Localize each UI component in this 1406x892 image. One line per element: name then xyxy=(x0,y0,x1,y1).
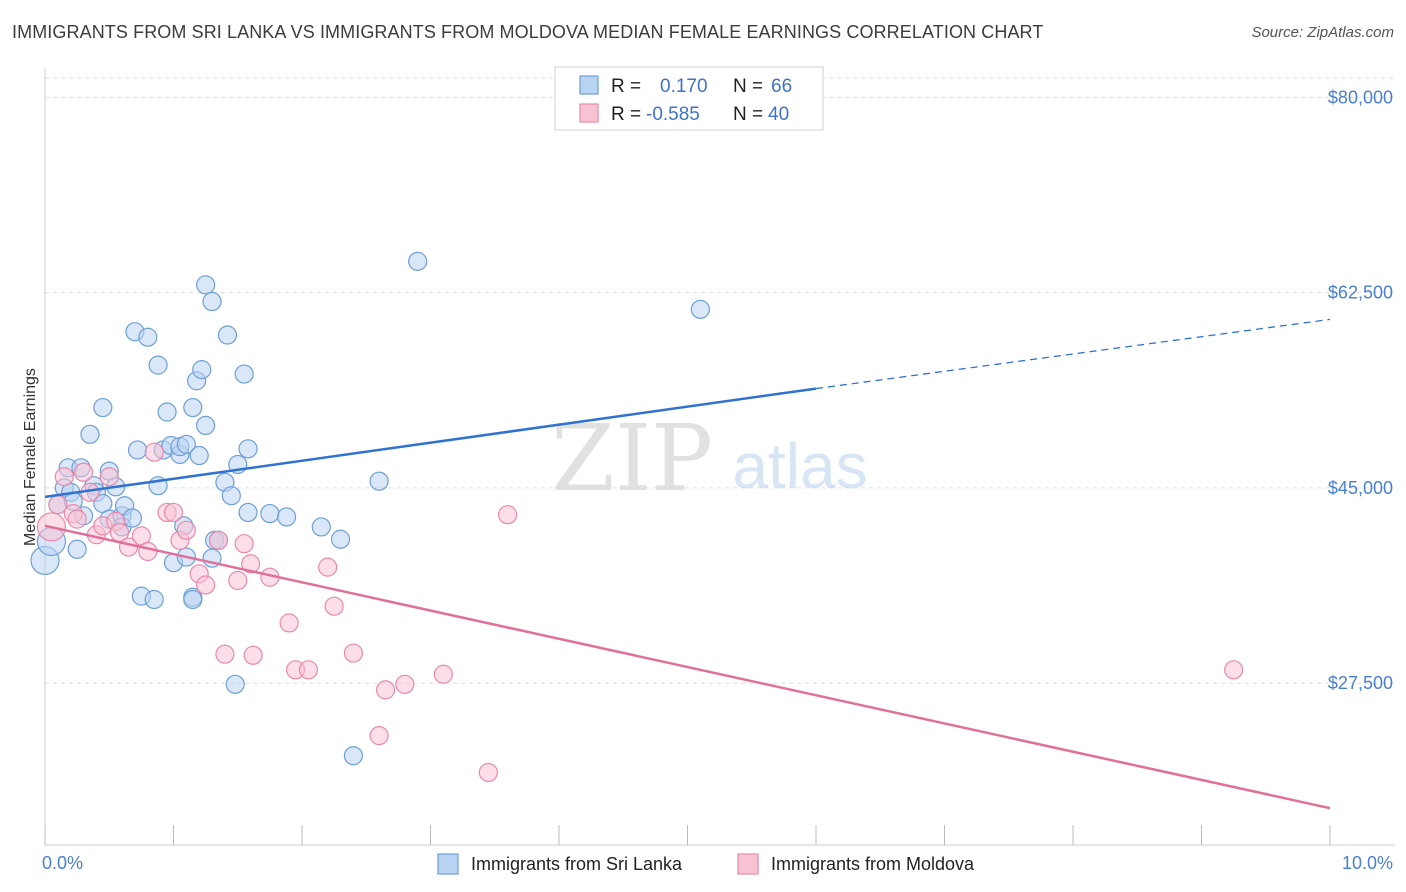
sri-lanka-point-45 xyxy=(196,275,216,295)
y-tick-label-0: $80,000 xyxy=(1328,87,1393,107)
x-tick-labels: 0.0% 10.0% xyxy=(42,853,1393,873)
sri-lanka-point-32 xyxy=(157,402,177,422)
moldova-point-2 xyxy=(54,467,74,487)
legend-swatch-pink xyxy=(579,103,599,123)
moldova-point-14 xyxy=(138,541,158,562)
sri-lanka-point-53 xyxy=(225,674,245,694)
sri-lanka-point-61 xyxy=(330,529,351,549)
bottom-legend-label-sri-lanka: Immigrants from Sri Lanka xyxy=(471,854,683,874)
sri-lanka-point-60 xyxy=(311,517,331,537)
moldova-point-17 xyxy=(163,502,184,523)
sri-lanka-trend-projection xyxy=(815,318,1331,390)
y-tick-labels: $80,000 $62,500 $45,000 $27,500 xyxy=(1328,87,1393,693)
moldova-point-21 xyxy=(196,575,216,595)
moldova-point-41 xyxy=(1224,660,1244,680)
moldova-point-19 xyxy=(176,520,196,540)
moldova-point-23 xyxy=(215,644,235,664)
legend-n-label-1: N = xyxy=(733,76,763,97)
y-tick-label-2: $45,000 xyxy=(1328,478,1393,498)
sri-lanka-point-21 xyxy=(122,508,142,528)
moldova-point-36 xyxy=(375,680,396,700)
legend-n-value-1: 66 xyxy=(771,76,792,97)
moldova-point-39 xyxy=(478,762,498,783)
sri-lanka-point-57 xyxy=(238,439,258,459)
sri-lanka-point-42 xyxy=(192,360,212,380)
sri-lanka-point-65 xyxy=(690,299,710,319)
sri-lanka-trend-line xyxy=(44,387,817,499)
legend-box: R = 0.170 N = 66 R = -0.585 N = 40 xyxy=(554,66,824,131)
bottom-legend-swatch-blue xyxy=(437,853,459,875)
legend-r-value-1: 0.170 xyxy=(660,76,708,97)
y-tick-label-1: $62,500 xyxy=(1328,283,1393,303)
moldova-point-33 xyxy=(324,596,344,616)
moldova-trend-line xyxy=(44,524,1331,810)
moldova-point-5 xyxy=(73,462,94,482)
sri-lanka-point-10 xyxy=(80,424,100,444)
sri-lanka-point-58 xyxy=(260,503,280,524)
sri-lanka-point-39 xyxy=(183,589,203,610)
sri-lanka-point-56 xyxy=(238,502,258,523)
y-axis-label: Median Female Earnings xyxy=(22,368,39,546)
sri-lanka-point-55 xyxy=(234,364,254,384)
legend-n-value-2: 40 xyxy=(768,104,789,125)
moldova-point-34 xyxy=(343,643,363,663)
sri-lanka-point-52 xyxy=(221,486,241,506)
watermark-atlas: atlas xyxy=(732,430,867,502)
sri-lanka-point-12 xyxy=(93,397,113,418)
bottom-legend: Immigrants from Sri Lanka Immigrants fro… xyxy=(437,853,975,875)
sri-lanka-point-41 xyxy=(183,397,203,418)
legend-n-label-2: N = xyxy=(733,104,763,125)
bottom-legend-swatch-pink xyxy=(737,853,759,875)
sri-lanka-point-62 xyxy=(343,746,363,766)
moldova-point-31 xyxy=(298,660,319,680)
moldova-point-9 xyxy=(99,467,119,487)
legend-r-label-2: R = xyxy=(611,104,641,125)
legend-r-value-2: -0.585 xyxy=(646,104,700,125)
sri-lanka-point-46 xyxy=(202,291,222,312)
sri-lanka-point-59 xyxy=(276,507,297,527)
moldova-point-4 xyxy=(67,509,87,529)
trend-lines xyxy=(44,318,1331,810)
sri-lanka-point-24 xyxy=(138,327,158,347)
sri-lanka-point-43 xyxy=(189,445,209,466)
y-tick-label-3: $27,500 xyxy=(1328,673,1393,693)
moldova-point-27 xyxy=(243,645,263,665)
sri-lanka-point-7 xyxy=(67,539,87,559)
moldova-point-37 xyxy=(395,674,415,694)
source-label: Source: ZipAtlas.com xyxy=(1251,24,1394,41)
axes xyxy=(44,68,1395,846)
moldova-point-38 xyxy=(433,664,453,684)
watermark: ZIP atlas xyxy=(551,405,868,512)
x-tick-label-min: 0.0% xyxy=(42,853,83,873)
sri-lanka-point-37 xyxy=(176,434,196,454)
sri-lanka-point-23 xyxy=(127,440,148,460)
legend-swatch-blue xyxy=(579,75,599,95)
bottom-legend-label-moldova: Immigrants from Moldova xyxy=(771,854,975,874)
x-tick-label-max: 10.0% xyxy=(1342,853,1393,873)
moldova-point-24 xyxy=(228,570,248,591)
sri-lanka-point-31 xyxy=(148,355,168,375)
sri-lanka-point-26 xyxy=(144,589,164,610)
sri-lanka-point-64 xyxy=(408,251,428,271)
chart-title: IMMIGRANTS FROM SRI LANKA VS IMMIGRANTS … xyxy=(12,22,1044,42)
moldova-point-26 xyxy=(241,554,261,574)
series-moldova-points xyxy=(36,442,1244,783)
moldova-point-40 xyxy=(498,505,518,525)
moldova-point-25 xyxy=(234,534,254,554)
watermark-zip: ZIP xyxy=(551,405,713,512)
sri-lanka-point-51 xyxy=(217,325,238,345)
moldova-point-32 xyxy=(318,557,338,577)
sri-lanka-point-44 xyxy=(196,415,216,436)
sri-lanka-point-63 xyxy=(369,471,389,491)
moldova-point-29 xyxy=(279,613,299,633)
moldova-point-22 xyxy=(208,530,229,550)
legend-r-label-1: R = xyxy=(611,76,641,97)
moldova-point-35 xyxy=(369,726,389,746)
moldova-point-15 xyxy=(144,442,164,462)
